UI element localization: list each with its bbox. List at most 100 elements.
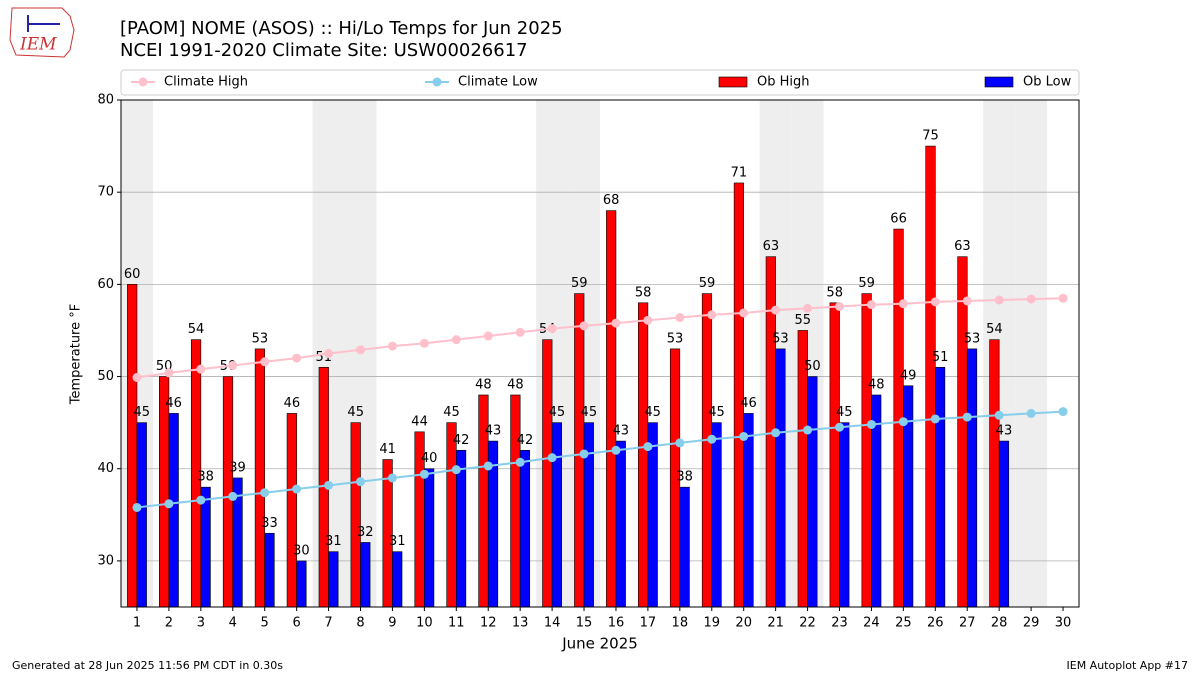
legend-swatch [984, 76, 1014, 88]
marker [164, 499, 174, 509]
data-label: 54 [986, 322, 1003, 337]
y-tick-label: 60 [97, 277, 114, 292]
legend-label: Climate High [164, 75, 248, 90]
marker [962, 412, 972, 422]
legend-marker [138, 77, 148, 87]
bar [861, 293, 872, 608]
data-label: 43 [485, 424, 502, 439]
bar [159, 376, 170, 608]
marker [611, 445, 621, 455]
data-label: 42 [453, 433, 470, 448]
data-label: 51 [932, 350, 949, 365]
marker [611, 318, 621, 328]
marker [483, 331, 493, 341]
data-label: 48 [475, 377, 492, 392]
bar [934, 367, 946, 608]
x-tick-label: 30 [1055, 616, 1072, 631]
plot-frame [120, 99, 1080, 608]
legend-label: Climate Low [458, 75, 538, 90]
marker [579, 321, 589, 331]
marker [547, 453, 557, 463]
data-label: 42 [517, 433, 534, 448]
x-tick-label: 7 [324, 616, 332, 631]
data-label: 43 [612, 424, 629, 439]
marker [675, 313, 685, 323]
x-tick-label: 17 [640, 616, 657, 631]
marker [356, 477, 365, 487]
data-label: 53 [772, 331, 789, 346]
y-tick-label: 70 [97, 185, 114, 200]
marker [739, 308, 749, 318]
bar [264, 532, 275, 608]
data-label: 53 [964, 331, 981, 346]
data-label: 58 [826, 285, 843, 300]
marker [419, 338, 429, 348]
marker [675, 438, 685, 448]
x-tick-label: 24 [863, 616, 880, 631]
legend-item: Ob Low [984, 75, 1072, 90]
bar [519, 449, 531, 608]
y-axis-label: Temperature °F [69, 304, 84, 405]
data-label: 39 [229, 460, 246, 475]
bar [807, 376, 818, 608]
bar [296, 560, 307, 608]
data-label: 59 [699, 276, 716, 291]
x-tick-label: 19 [703, 616, 720, 631]
data-label: 46 [165, 396, 182, 411]
data-label: 31 [389, 534, 406, 549]
marker [324, 349, 334, 358]
legend-item: Ob High [718, 75, 810, 90]
y-tick-label: 40 [97, 461, 114, 476]
marker [483, 461, 493, 471]
marker [707, 434, 717, 444]
marker [387, 341, 397, 351]
data-label: 46 [284, 396, 301, 411]
x-tick-label: 16 [608, 616, 625, 631]
marker [228, 360, 238, 370]
bar [615, 440, 626, 608]
data-label: 38 [676, 470, 693, 485]
x-tick-label: 5 [261, 616, 269, 631]
footer-left: Generated at 28 Jun 2025 11:56 PM CDT in… [12, 659, 283, 672]
chart-title: [PAOM] NOME (ASOS) :: Hi/Lo Temps for Ju… [120, 18, 563, 39]
data-label: 45 [347, 405, 364, 420]
x-tick-label: 18 [672, 616, 689, 631]
bar [638, 302, 649, 608]
bar [360, 542, 371, 608]
data-label: 53 [252, 331, 269, 346]
marker [260, 488, 270, 498]
data-label: 50 [804, 359, 821, 374]
data-label: 43 [996, 424, 1013, 439]
marker [515, 327, 525, 337]
marker [930, 414, 940, 424]
data-label: 32 [357, 525, 374, 540]
x-tick-label: 11 [448, 616, 465, 631]
x-tick-label: 13 [512, 616, 529, 631]
marker [643, 315, 653, 325]
marker [994, 410, 1004, 420]
x-tick-label: 6 [292, 616, 300, 631]
legend-item: Climate Low [425, 75, 538, 90]
marker [994, 295, 1004, 305]
marker [835, 301, 844, 311]
data-label: 48 [868, 377, 885, 392]
data-label: 59 [858, 276, 875, 291]
marker [387, 473, 397, 483]
marker [451, 335, 461, 345]
x-tick-label: 2 [165, 616, 173, 631]
highlight-band [1015, 100, 1048, 607]
x-tick-label: 14 [544, 616, 561, 631]
bar [679, 486, 690, 608]
data-label: 31 [325, 534, 342, 549]
data-label: 45 [644, 405, 661, 420]
data-label: 44 [411, 414, 428, 429]
marker [1058, 407, 1068, 417]
bar [136, 422, 147, 608]
marker [771, 428, 781, 438]
marker [419, 469, 429, 479]
x-tick-label: 25 [895, 616, 912, 631]
marker [803, 425, 813, 435]
x-tick-label: 4 [229, 616, 237, 631]
x-tick-label: 28 [991, 616, 1008, 631]
chart-subtitle: NCEI 1991-2020 Climate Site: USW00026617 [120, 40, 528, 61]
